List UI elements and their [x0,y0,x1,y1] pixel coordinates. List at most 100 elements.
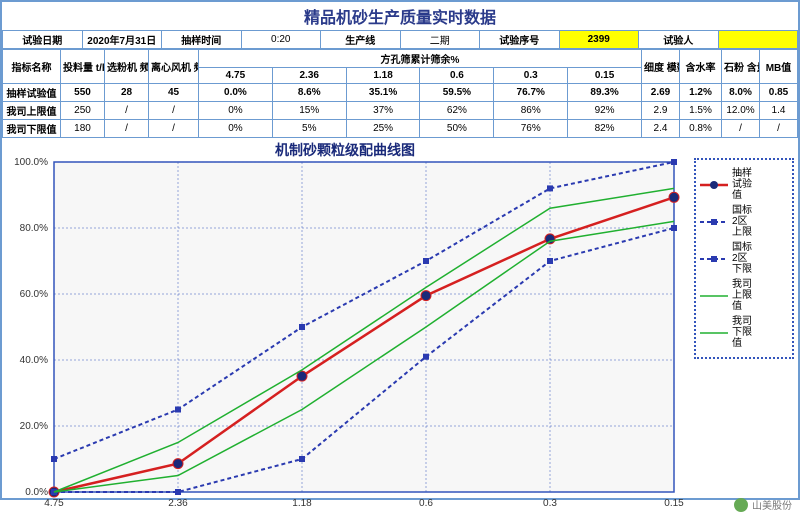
r1-c12: 1.4 [760,102,798,120]
r2-c7: 76% [494,120,568,138]
r1-c11: 12.0% [722,102,760,120]
r2-c9: 2.4 [642,120,680,138]
r1-c3: 0% [199,102,273,120]
legend-item-4: 我司下限值 [700,316,788,349]
row-sample: 抽样试验值 550 28 45 0.0% 8.6% 35.1% 59.5% 76… [3,84,798,102]
svg-text:20.0%: 20.0% [20,421,48,432]
r0-c5: 35.1% [346,84,420,102]
row-upper: 我司上限值 250 / / 0% 15% 37% 62% 86% 92% 2.9… [3,102,798,120]
legend-item-3: 我司上限值 [700,279,788,312]
lbl-prod-line: 生产线 [321,31,401,49]
table-header-1: 指标名称 投料量 t/h 选粉机 频率HZ 离心风机 频率HZ 方孔筛累计筛余%… [3,50,798,68]
r2-c11: / [722,120,760,138]
col-feed: 投料量 t/h [61,50,105,84]
val-test-no: 2399 [559,31,639,49]
col-stone: 石粉 含量 [722,50,760,84]
col-water: 含水率 [680,50,722,84]
chart-svg: 0.0%20.0%40.0%60.0%80.0%100.0%4.752.361.… [6,156,686,516]
r2-c0: 180 [61,120,105,138]
r0-c6: 59.5% [420,84,494,102]
legend-item-1: 国标2区上限 [700,205,788,238]
legend-label-0: 抽样试验值 [732,168,752,201]
r2-c10: 0.8% [680,120,722,138]
legend-item-0: 抽样试验值 [700,168,788,201]
r1-c9: 2.9 [642,102,680,120]
legend-swatch-1 [700,216,728,228]
r1-c2: / [149,102,199,120]
r1-c7: 86% [494,102,568,120]
lbl-test-no: 试验序号 [480,31,560,49]
lbl-sample-time: 抽样时间 [162,31,242,49]
lbl-test-date: 试验日期 [3,31,83,49]
r0-c4: 8.6% [272,84,346,102]
legend-label-1: 国标2区上限 [732,205,752,238]
r0-name: 抽样试验值 [3,84,61,102]
val-sample-time: 0:20 [241,31,321,49]
legend: 抽样试验值国标2区上限国标2区下限我司上限值我司下限值 [694,158,794,359]
report-container: 精品机砂生产质量实时数据 试验日期 2020年7月31日 抽样时间 0:20 生… [0,0,800,500]
col-06: 0.6 [420,68,494,84]
header-info-table: 试验日期 2020年7月31日 抽样时间 0:20 生产线 二期 试验序号 23… [2,30,798,49]
r2-c3: 0% [199,120,273,138]
val-prod-line: 二期 [400,31,480,49]
r1-c5: 37% [346,102,420,120]
svg-text:100.0%: 100.0% [14,157,48,168]
r1-c6: 62% [420,102,494,120]
legend-swatch-4 [700,327,728,339]
r0-c1: 28 [105,84,149,102]
r2-c4: 5% [272,120,346,138]
r1-c10: 1.5% [680,102,722,120]
val-test-date: 2020年7月31日 [82,31,162,49]
data-table: 指标名称 投料量 t/h 选粉机 频率HZ 离心风机 频率HZ 方孔筛累计筛余%… [2,49,798,138]
legend-swatch-3 [700,290,728,302]
legend-item-2: 国标2区下限 [700,242,788,275]
r0-c0: 550 [61,84,105,102]
col-indicator: 指标名称 [3,50,61,84]
r0-c8: 89.3% [568,84,642,102]
r1-c4: 15% [272,102,346,120]
chart-area: 机制砂颗粒级配曲线图 SANME SANME 0.0%20.0%40.0%60.… [2,138,798,518]
val-tester [718,31,798,49]
r2-c12: / [760,120,798,138]
footer-badge: 山美股份 [734,497,792,512]
svg-text:60.0%: 60.0% [20,289,48,300]
r0-c7: 76.7% [494,84,568,102]
r2-c8: 82% [568,120,642,138]
report-title: 精品机砂生产质量实时数据 [2,2,798,30]
col-03: 0.3 [494,68,568,84]
col-mb: MB值 [760,50,798,84]
legend-swatch-0 [700,179,728,191]
r1-c0: 250 [61,102,105,120]
legend-label-4: 我司下限值 [732,316,752,349]
legend-label-3: 我司上限值 [732,279,752,312]
r0-c3: 0.0% [199,84,273,102]
row-lower: 我司下限值 180 / / 0% 5% 25% 50% 76% 82% 2.4 … [3,120,798,138]
r2-c6: 50% [420,120,494,138]
r0-c11: 8.0% [722,84,760,102]
r2-c2: / [149,120,199,138]
r1-c8: 92% [568,102,642,120]
r0-c2: 45 [149,84,199,102]
footer-text: 山美股份 [752,497,792,512]
svg-text:0.0%: 0.0% [25,487,48,498]
r2-c1: / [105,120,149,138]
r2-name: 我司下限值 [3,120,61,138]
r0-c12: 0.85 [760,84,798,102]
svg-text:80.0%: 80.0% [20,223,48,234]
col-powder-hz: 选粉机 频率HZ [105,50,149,84]
col-sieve-group: 方孔筛累计筛余% [199,50,642,68]
col-475: 4.75 [199,68,273,84]
r1-name: 我司上限值 [3,102,61,120]
r1-c1: / [105,102,149,120]
r0-c10: 1.2% [680,84,722,102]
col-015: 0.15 [568,68,642,84]
svg-text:40.0%: 40.0% [20,355,48,366]
r0-c9: 2.69 [642,84,680,102]
col-236: 2.36 [272,68,346,84]
col-118: 1.18 [346,68,420,84]
legend-label-2: 国标2区下限 [732,242,752,275]
col-fineness: 细度 模数 [642,50,680,84]
lbl-tester: 试验人 [639,31,719,49]
legend-swatch-2 [700,253,728,265]
r2-c5: 25% [346,120,420,138]
